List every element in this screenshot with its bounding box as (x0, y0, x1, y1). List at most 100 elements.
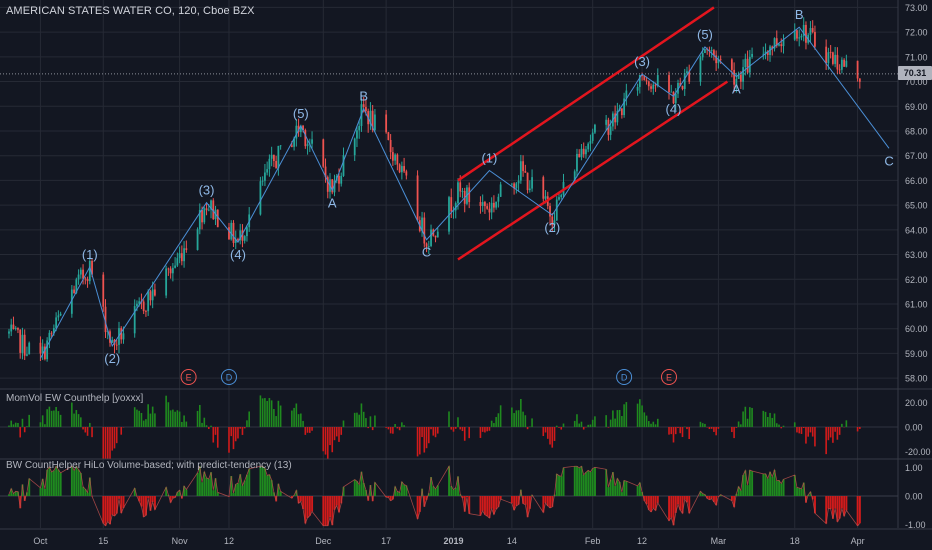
momvol-histogram-bar (261, 398, 264, 427)
bw-area-column (811, 496, 814, 500)
bw-area-column (715, 496, 718, 506)
candle-body (180, 253, 183, 262)
momvol-histogram-bar (542, 427, 545, 437)
momvol-histogram-bar (668, 427, 670, 435)
bw-area-column (641, 491, 644, 496)
momvol-histogram-bar (268, 398, 271, 427)
momvol-histogram-bar (291, 410, 293, 427)
momvol-histogram-bar (526, 427, 529, 430)
momvol-histogram-bar (169, 410, 172, 427)
momvol-histogram-bar (832, 427, 834, 443)
bw-area-column (241, 485, 244, 496)
momvol-histogram-bar (800, 427, 803, 434)
bw-area-column (436, 485, 439, 496)
bw-area-column (243, 480, 246, 496)
elliott-wave-label: (5) (697, 27, 713, 42)
momvol-histogram-bar (825, 427, 827, 455)
bw-area-column (418, 496, 421, 512)
momvol-histogram-bar (8, 425, 10, 427)
elliott-wave-path (39, 26, 890, 359)
momvol-histogram-bar (234, 427, 237, 442)
candle-body (138, 301, 141, 304)
momvol-histogram-bar (394, 424, 396, 427)
price-axis-tick-label: 63.00 (905, 250, 928, 260)
bw-area-column (331, 496, 334, 526)
momvol-histogram-bar (57, 411, 60, 427)
momvol-histogram-bar (688, 427, 691, 440)
momvol-histogram-bar (838, 427, 841, 435)
momvol-histogram-bar (86, 427, 89, 436)
bw-area-column (484, 496, 486, 515)
price-axis-tick-label: 68.00 (905, 126, 928, 136)
time-axis-tick-label: 14 (507, 536, 517, 546)
momvol-histogram-bar (44, 424, 46, 427)
bw-area-column (672, 496, 675, 526)
bw-area-column (138, 496, 141, 502)
momvol-histogram-bar (520, 398, 522, 427)
candle-body (75, 279, 78, 294)
time-axis-tick-label: 2019 (443, 536, 463, 546)
candle-body (751, 53, 753, 57)
bw-area-column (625, 481, 628, 496)
momvol-histogram-bar (75, 410, 78, 427)
bw-area-column (497, 496, 500, 507)
candle-body (560, 194, 563, 198)
bw-area-column (400, 481, 403, 496)
candle-body (802, 24, 805, 36)
candle-body (230, 222, 233, 240)
momvol-histogram-bar (560, 427, 563, 430)
bw-area-column (686, 496, 688, 503)
momvol-histogram-bar (713, 427, 715, 432)
bw-area-column (86, 492, 89, 496)
bw-area-column (834, 496, 837, 509)
candle-body (416, 175, 419, 221)
momvol-histogram-bar (461, 427, 464, 432)
candle-body (171, 267, 174, 274)
candle-body (495, 201, 498, 208)
bw-oscillator-line (8, 465, 861, 527)
bw-area-column (454, 487, 457, 496)
candle-body (23, 334, 26, 356)
candle-body (234, 239, 237, 243)
momvol-histogram-bar (154, 413, 156, 427)
earnings-marker-letter: E (186, 373, 192, 383)
candle-body (811, 28, 814, 33)
candle-body (394, 154, 397, 161)
candle-body (324, 166, 327, 178)
momvol-histogram-bar (398, 427, 401, 431)
bw-area-column (773, 469, 776, 496)
bw-area-column (118, 496, 120, 499)
bw-area-column (59, 472, 62, 496)
bw-area-column (710, 496, 713, 499)
momvol-histogram-bar (432, 427, 435, 436)
momvol-histogram-bar (731, 427, 733, 433)
momvol-histogram-bar (436, 427, 439, 434)
bw-area-column (329, 496, 332, 518)
price-axis-tick-label: 61.00 (905, 299, 928, 309)
momvol-histogram-bar (448, 411, 450, 427)
candle-body (699, 57, 702, 82)
momvol-histogram-bar (297, 414, 300, 427)
candle-body (578, 153, 581, 158)
candle-body (796, 30, 798, 39)
bw-area-column (674, 496, 677, 513)
momvol-histogram-bar (450, 427, 453, 430)
momvol-histogram-bar (239, 427, 242, 429)
candle-body (668, 75, 670, 93)
candle-body (742, 67, 744, 82)
candle-body (322, 139, 325, 167)
bw-area-column (461, 496, 464, 499)
bw-area-column (203, 471, 206, 496)
bw-area-column (106, 496, 109, 522)
momvol-histogram-bar (710, 427, 713, 429)
bw-area-column (396, 491, 399, 496)
momvol-histogram-bar (243, 427, 246, 429)
candle-body (766, 51, 769, 55)
candle-body (261, 180, 264, 182)
candle-body (102, 274, 105, 307)
candle-body (710, 50, 713, 51)
candle-body (403, 166, 405, 172)
momvol-histogram-bar (782, 425, 785, 427)
earnings-marker-letter: E (666, 373, 672, 383)
